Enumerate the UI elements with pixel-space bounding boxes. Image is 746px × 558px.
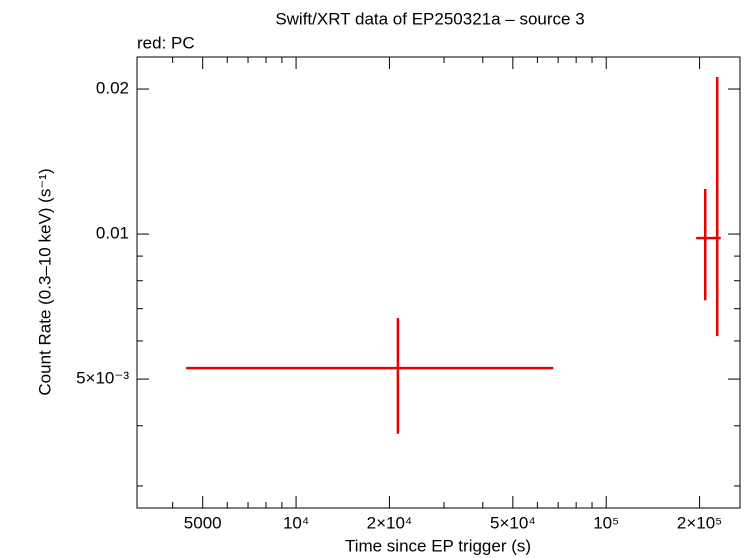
chart-subtitle: red: PC [137,33,195,52]
x-tick-label: 5000 [184,513,222,532]
x-tick-label: 2×10⁴ [367,513,413,532]
y-axis-label: Count Rate (0.3–10 keV) (s⁻¹) [35,168,54,395]
x-tick-label: 5×10⁴ [490,513,536,532]
y-tick-label: 0.02 [96,79,129,98]
plot-frame [136,56,741,509]
x-tick-label: 10⁵ [593,513,619,532]
y-tick-label: 0.01 [96,224,129,243]
chart-title: Swift/XRT data of EP250321a – source 3 [275,9,584,28]
x-axis-label: Time since EP trigger (s) [345,536,531,555]
x-tick-label: 2×10⁵ [677,513,722,532]
y-tick-label: 5×10⁻³ [76,369,129,388]
x-tick-label: 10⁴ [283,513,309,532]
